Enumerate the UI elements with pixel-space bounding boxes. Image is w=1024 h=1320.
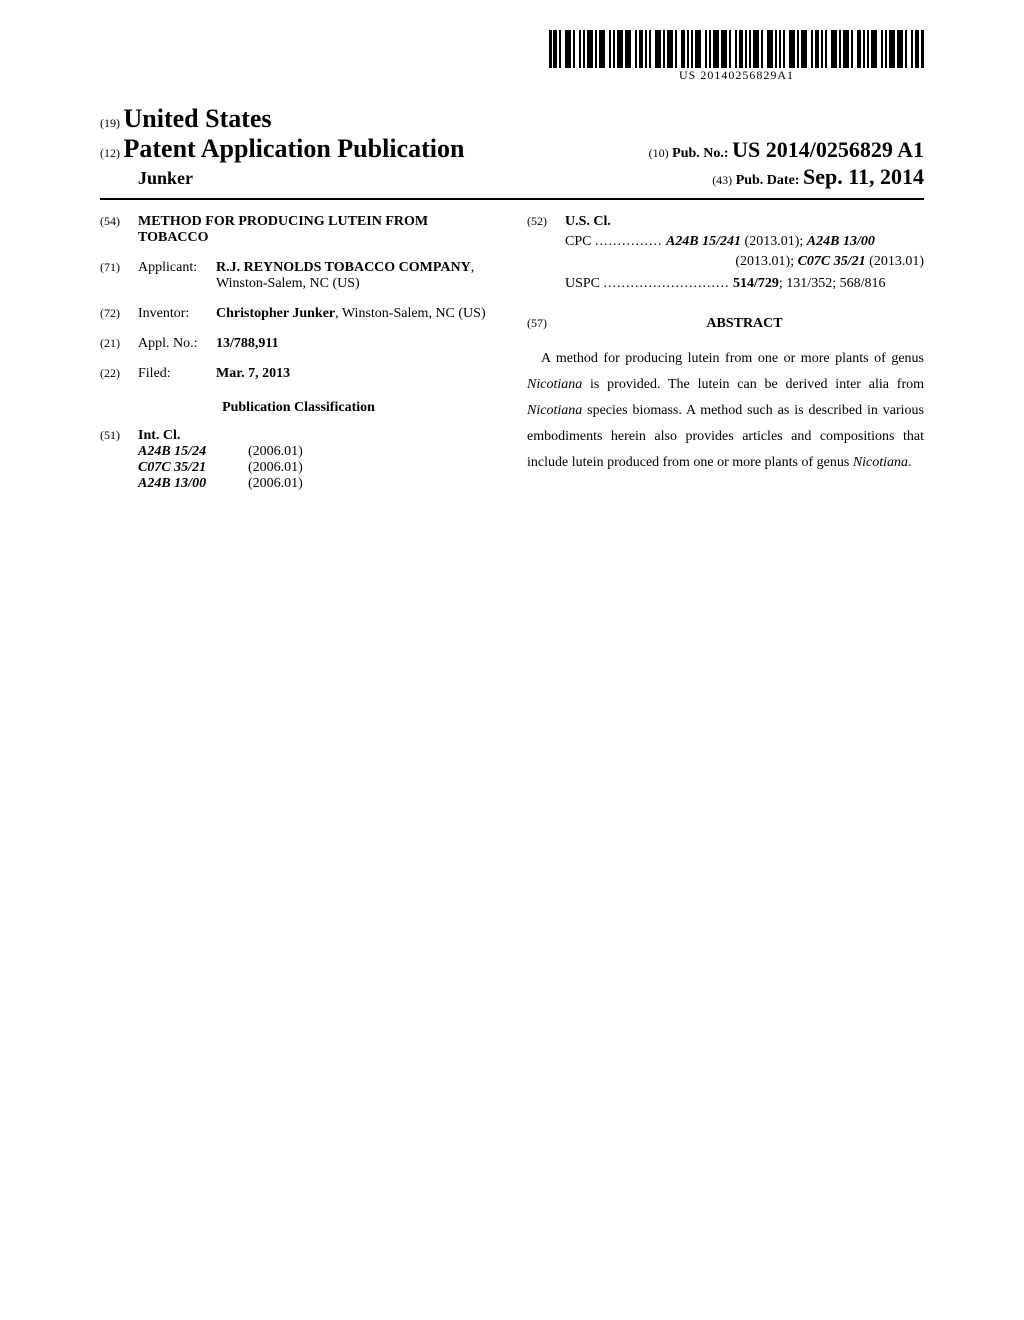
filed-label: Filed: bbox=[138, 366, 216, 382]
cpc-1-yr: (2013.01); bbox=[741, 234, 807, 249]
inventor: Christopher Junker, Winston-Salem, NC (U… bbox=[216, 306, 497, 322]
intcl-class: C07C 35/21 bbox=[138, 460, 248, 476]
intcl-year: (2006.01) bbox=[248, 476, 303, 492]
uscl-code: (52) bbox=[527, 214, 565, 230]
pub-no-label: Pub. No.: bbox=[672, 146, 728, 161]
title: METHOD FOR PRODUCING LUTEIN FROM TOBACCO bbox=[138, 214, 497, 246]
pub-date-label: Pub. Date: bbox=[736, 173, 800, 188]
dots: ............... bbox=[595, 234, 663, 249]
pub-date: Sep. 11, 2014 bbox=[803, 164, 924, 189]
right-column: (52) U.S. Cl. CPC ............... A24B 1… bbox=[527, 214, 924, 492]
intcl-row: A24B 15/24 (2006.01) bbox=[138, 444, 497, 460]
cpc-3: C07C 35/21 bbox=[798, 254, 866, 269]
intcl-class: A24B 15/24 bbox=[138, 444, 248, 460]
appl-no-label: Appl. No.: bbox=[138, 336, 216, 352]
content: (54) METHOD FOR PRODUCING LUTEIN FROM TO… bbox=[100, 214, 924, 492]
cpc-2-yr: (2013.01); bbox=[735, 254, 797, 269]
uspc-1: 514/729 bbox=[733, 276, 779, 291]
barcode: US 20140256829A1 bbox=[549, 30, 924, 83]
cpc-line2: (2013.01); C07C 35/21 (2013.01) bbox=[527, 254, 924, 270]
uscl-heading: U.S. Cl. bbox=[565, 214, 611, 230]
pub-date-code: (43) bbox=[712, 173, 732, 187]
applicant-code: (71) bbox=[100, 260, 138, 292]
cpc-label: CPC bbox=[565, 234, 591, 249]
intcl-class: A24B 13/00 bbox=[138, 476, 248, 492]
appl-no: 13/788,911 bbox=[216, 336, 497, 352]
left-column: (54) METHOD FOR PRODUCING LUTEIN FROM TO… bbox=[100, 214, 497, 492]
pub-class-heading: Publication Classification bbox=[100, 400, 497, 416]
abstract-text: A method for producing lutein from one o… bbox=[527, 346, 924, 475]
intcl-row: A24B 13/00 (2006.01) bbox=[138, 476, 497, 492]
abstract-italic: Nicotiana bbox=[527, 377, 582, 392]
intcl-year: (2006.01) bbox=[248, 460, 303, 476]
filed-code: (22) bbox=[100, 366, 138, 382]
inventor-code: (72) bbox=[100, 306, 138, 322]
filed: Mar. 7, 2013 bbox=[216, 366, 497, 382]
barcode-section: US 20140256829A1 bbox=[100, 30, 924, 84]
uspc-rest: ; 131/352; 568/816 bbox=[779, 276, 886, 291]
inventor-loc: , Winston-Salem, NC (US) bbox=[335, 306, 485, 321]
intcl-year: (2006.01) bbox=[248, 444, 303, 460]
applicant-name: R.J. REYNOLDS TOBACCO COMPANY bbox=[216, 260, 471, 275]
country-code: (19) bbox=[100, 116, 120, 130]
barcode-lines bbox=[549, 30, 924, 68]
inventor-label: Inventor: bbox=[138, 306, 216, 322]
divider bbox=[100, 198, 924, 200]
intcl-heading: Int. Cl. bbox=[138, 428, 497, 444]
applicant: R.J. REYNOLDS TOBACCO COMPANY, Winston-S… bbox=[216, 260, 497, 292]
title-code: (54) bbox=[100, 214, 138, 246]
uspc-line: USPC ............................ 514/72… bbox=[527, 276, 924, 292]
cpc-1: A24B 15/241 bbox=[666, 234, 741, 249]
cpc-3-yr: (2013.01) bbox=[866, 254, 924, 269]
abstract-span: . bbox=[908, 455, 912, 470]
applicant-label: Applicant: bbox=[138, 260, 216, 292]
abstract-span: A method for producing lutein from one o… bbox=[541, 351, 924, 366]
country: United States bbox=[124, 104, 272, 133]
abstract-code: (57) bbox=[527, 316, 565, 331]
intcl-row: C07C 35/21 (2006.01) bbox=[138, 460, 497, 476]
abstract-span: is provided. The lutein can be derived i… bbox=[582, 377, 924, 392]
header: (19) United States (12) Patent Applicati… bbox=[100, 104, 924, 190]
pub-type: Patent Application Publication bbox=[124, 134, 465, 163]
uspc-label: USPC bbox=[565, 276, 600, 291]
dots: ............................ bbox=[604, 276, 730, 291]
author: Junker bbox=[100, 168, 193, 189]
cpc-line: CPC ............... A24B 15/241 (2013.01… bbox=[527, 234, 924, 250]
barcode-number: US 20140256829A1 bbox=[549, 68, 924, 83]
appl-no-code: (21) bbox=[100, 336, 138, 352]
inventor-name: Christopher Junker bbox=[216, 306, 335, 321]
abstract-italic: Nicotiana bbox=[527, 403, 582, 418]
intcl-code: (51) bbox=[100, 428, 138, 492]
abstract-italic: Nicotiana bbox=[853, 455, 908, 470]
pub-type-code: (12) bbox=[100, 146, 120, 160]
cpc-2: A24B 13/00 bbox=[807, 234, 875, 249]
pub-no: US 2014/0256829 A1 bbox=[732, 137, 924, 162]
abstract-heading: ABSTRACT bbox=[565, 316, 924, 332]
pub-no-code: (10) bbox=[649, 146, 669, 160]
